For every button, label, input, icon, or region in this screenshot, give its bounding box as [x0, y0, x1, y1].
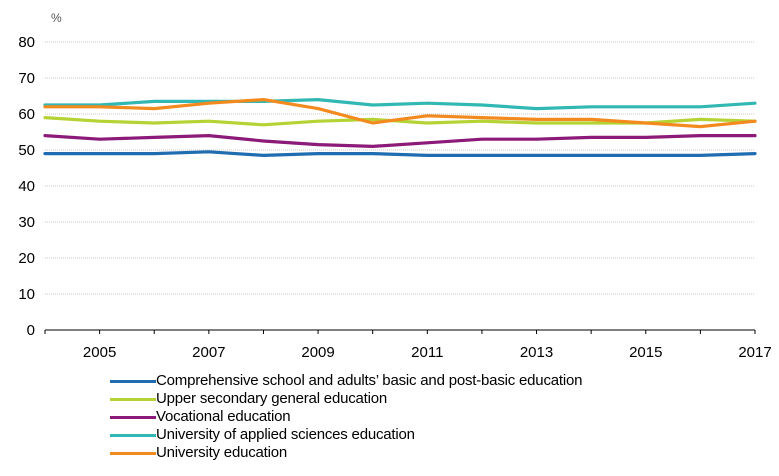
legend-item: University education — [110, 444, 582, 462]
legend-label: Comprehensive school and adults’ basic a… — [156, 372, 583, 389]
legend-item: University of applied sciences education — [110, 426, 582, 444]
x-tick-label: 2009 — [301, 344, 334, 361]
legend-swatch — [110, 433, 156, 437]
gridlines — [45, 41, 755, 331]
y-tick-label: 70 — [18, 70, 35, 87]
legend-swatch — [110, 451, 156, 455]
legend-label: University education — [156, 444, 288, 461]
x-tick-label: 2017 — [738, 344, 771, 361]
y-tick-label: 60 — [18, 106, 35, 123]
x-tick-label: 2011 — [411, 344, 443, 361]
x-tick-label: 2007 — [192, 344, 225, 361]
series-line-4 — [43, 97, 757, 129]
x-tick-label: 2015 — [629, 344, 662, 361]
x-axis: 2005 2007 2009 2011 2013 2015 2017 — [44, 330, 772, 361]
legend-label: Vocational education — [156, 408, 291, 425]
series-lines — [43, 97, 757, 157]
y-axis: 0 10 20 30 40 50 60 70 80 — [18, 34, 35, 339]
series-line-3 — [43, 97, 757, 111]
y-tick-label: 80 — [18, 34, 35, 51]
legend-swatch — [110, 415, 156, 419]
legend-swatch — [110, 397, 156, 401]
y-tick-label: 0 — [27, 322, 35, 339]
y-tick-label: 10 — [18, 286, 35, 303]
legend-item: Comprehensive school and adults’ basic a… — [110, 372, 582, 390]
legend-label: University of applied sciences education — [156, 426, 415, 443]
x-tick-label: 2005 — [83, 344, 116, 361]
chart-legend: Comprehensive school and adults’ basic a… — [110, 372, 582, 462]
series-line-2 — [43, 134, 757, 148]
y-tick-label: 20 — [18, 250, 35, 267]
legend-item: Vocational education — [110, 408, 582, 426]
legend-item: Upper secondary general education — [110, 390, 582, 408]
y-tick-label: 50 — [18, 142, 35, 159]
y-axis-unit-label: % — [51, 11, 62, 25]
y-tick-label: 30 — [18, 214, 35, 231]
legend-label: Upper secondary general education — [156, 390, 388, 407]
legend-swatch — [110, 379, 156, 383]
y-tick-label: 40 — [18, 178, 35, 195]
x-tick-label: 2013 — [520, 344, 553, 361]
series-line-0 — [43, 150, 757, 157]
